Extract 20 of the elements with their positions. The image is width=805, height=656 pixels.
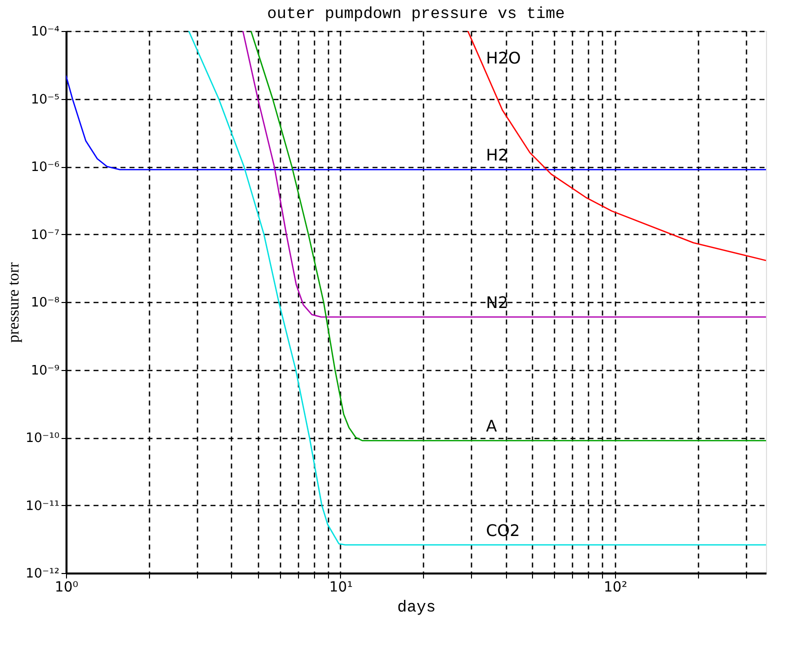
- series-label: H2O: [486, 48, 521, 68]
- series-label: A: [486, 416, 497, 436]
- x-tick-label: 10²: [604, 580, 628, 596]
- y-tick-label: 10⁻⁵: [30, 92, 60, 108]
- y-tick-label: 10⁻⁶: [30, 160, 60, 175]
- y-tick-label: 10⁻⁸: [30, 296, 60, 310]
- series-label: H2: [486, 146, 508, 165]
- y-axis-title: pressure torr: [6, 262, 23, 343]
- series-label: CO2: [486, 520, 520, 540]
- x-tick-label: 10¹: [329, 580, 353, 596]
- y-tick-label: 10⁻¹⁰: [26, 431, 60, 446]
- series-label: N2: [486, 293, 508, 312]
- y-tick-label: 10⁻¹²: [26, 566, 60, 582]
- y-tick-label: 10⁻⁹: [30, 363, 60, 378]
- y-tick-label: 10⁻⁷: [30, 228, 60, 243]
- x-tick-label: 10⁰: [54, 580, 79, 596]
- chart-title: outer pumpdown pressure vs time: [267, 5, 565, 23]
- x-axis-title: days: [397, 598, 436, 616]
- y-tick-label: 10⁻¹¹: [26, 498, 60, 514]
- y-tick-label: 10⁻⁴: [30, 24, 60, 40]
